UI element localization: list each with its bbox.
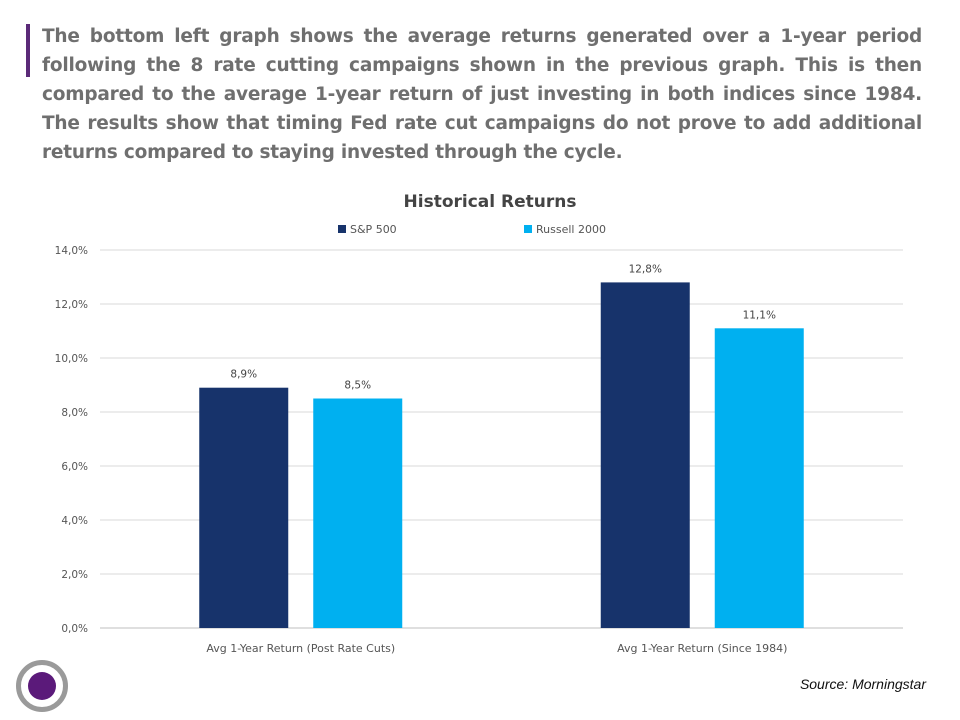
data-label: 12,8% xyxy=(629,263,662,275)
y-tick-label: 0,0% xyxy=(61,623,88,635)
bar xyxy=(714,328,804,628)
y-tick-label: 6,0% xyxy=(61,461,88,473)
x-category-label: Avg 1-Year Return (Since 1984) xyxy=(617,642,787,655)
data-label: 11,1% xyxy=(743,309,776,321)
data-label: 8,5% xyxy=(344,380,371,392)
bar xyxy=(313,398,403,628)
y-tick-label: 4,0% xyxy=(61,515,88,527)
data-label: 8,9% xyxy=(230,369,257,381)
logo-icon xyxy=(16,660,68,712)
logo-inner-circle xyxy=(28,672,56,700)
y-tick-label: 14,0% xyxy=(55,245,88,257)
legend-swatch xyxy=(524,225,532,233)
bar xyxy=(600,282,690,628)
chart-title: Historical Returns xyxy=(404,192,577,212)
legend-swatch xyxy=(338,225,346,233)
y-tick-label: 12,0% xyxy=(55,299,88,311)
bar xyxy=(199,387,289,628)
y-tick-label: 10,0% xyxy=(55,353,88,365)
accent-bar xyxy=(26,24,30,77)
source-note: Source: Morningstar xyxy=(799,676,926,692)
chart: Historical Returns S&P 500 Russell 2000 0,0… xyxy=(55,192,903,655)
y-tick-label: 2,0% xyxy=(61,569,88,581)
legend-label: Russell 2000 xyxy=(536,223,606,236)
x-category-label: Avg 1-Year Return (Post Rate Cuts) xyxy=(206,642,395,655)
y-tick-label: 8,0% xyxy=(61,407,88,419)
legend-label: S&P 500 xyxy=(350,223,397,236)
intro-paragraph: The bottom left graph shows the average … xyxy=(42,26,922,163)
